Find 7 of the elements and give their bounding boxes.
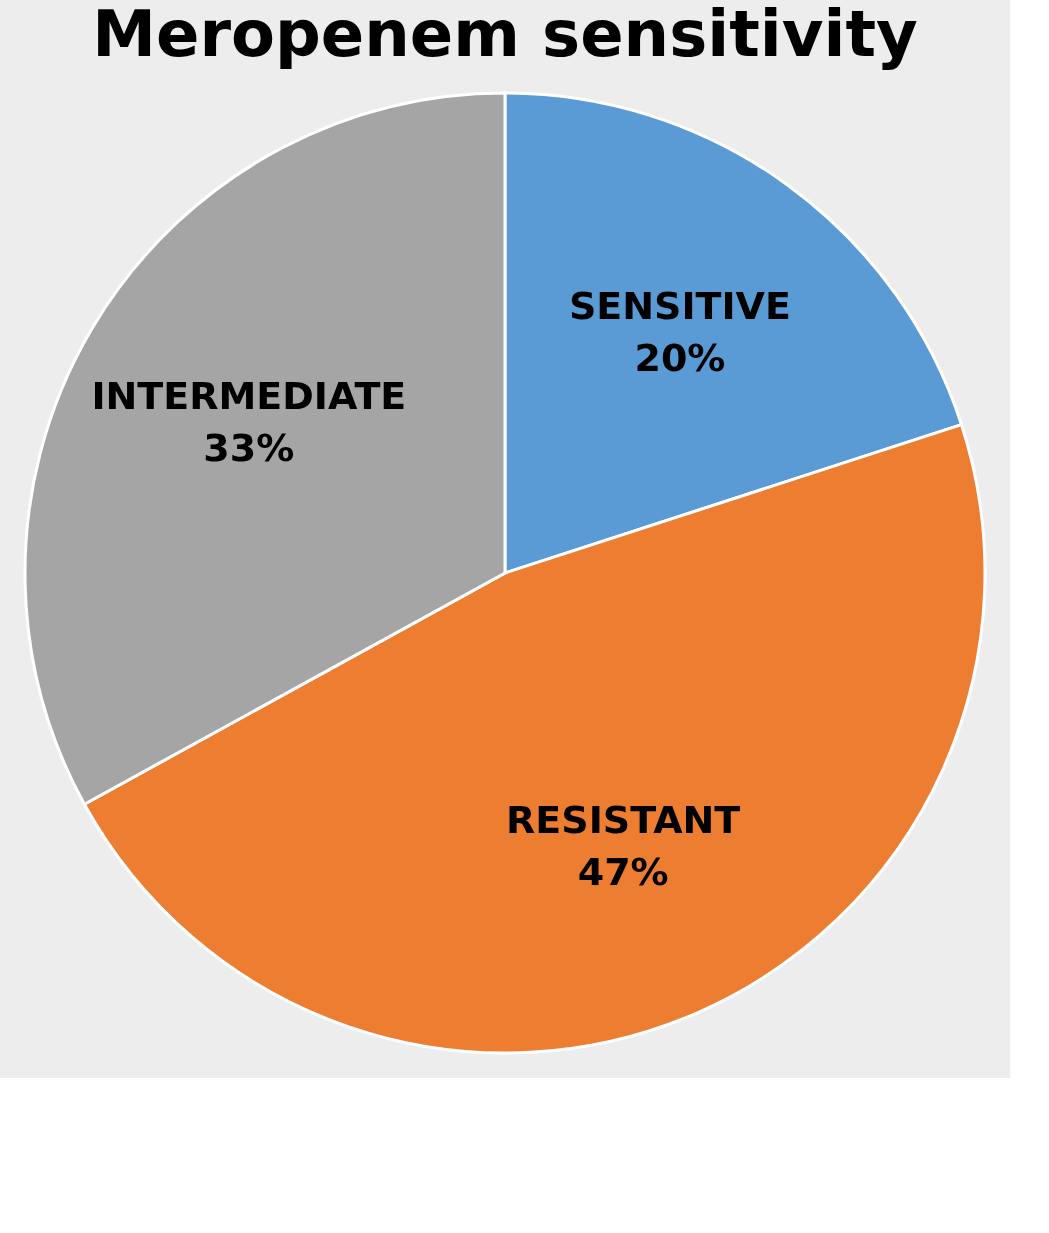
data-label: 33%: [203, 425, 295, 470]
slice-label: RESISTANT: [506, 798, 741, 843]
data-label: 20%: [634, 336, 726, 381]
data-label: 47%: [577, 850, 669, 895]
slice-label: SENSITIVE: [568, 284, 791, 329]
slice-label: INTERMEDIATE: [91, 373, 407, 418]
chart-title: Meropenem sensitivity: [92, 0, 918, 71]
